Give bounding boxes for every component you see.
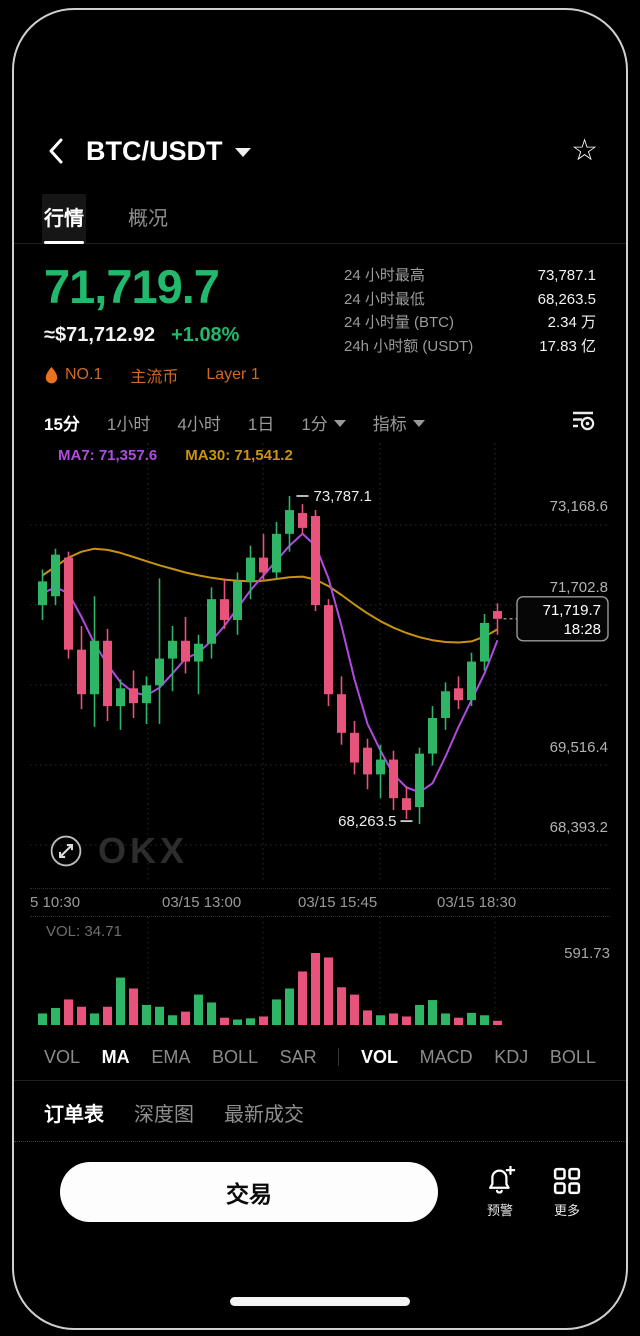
grid-icon (553, 1167, 581, 1194)
trade-button[interactable]: 交易 (60, 1162, 438, 1223)
alert-label: 预警 (486, 1202, 513, 1218)
chart-watermark: OKX (50, 830, 188, 872)
pair-title: BTC/USDT (86, 135, 223, 166)
stat-24h-turnover-usdt: 24h 小时额 (USDT) 17.83 亿 (344, 337, 596, 355)
tab-latest-trades[interactable]: 最新成交 (224, 1103, 304, 1126)
indicator-sar[interactable]: SAR (279, 1046, 317, 1067)
tab-depth-chart[interactable]: 深度图 (134, 1103, 194, 1126)
indicator-boll-sub[interactable]: BOLL (549, 1046, 596, 1067)
ma7-label: MA7: 71,357.6 (58, 447, 158, 465)
price-block: 71,719.7 ≈$71,712.92 +1.08% NO.1 主流币 Lay… (44, 260, 344, 387)
candlestick-canvas[interactable]: 73,787.1 68,263.5 71,719.7 18:28 73,168.6 71,… (30, 443, 610, 884)
indicator-macd[interactable]: MACD (419, 1046, 473, 1067)
app-screen: BTC/USDT ☆ 行情 概况 71,719.7 ≈$71,712.92 +1… (14, 10, 626, 1223)
okx-logo: OKX (98, 830, 189, 872)
indicator-vol-sub[interactable]: VOL (360, 1046, 398, 1067)
price-chart[interactable]: MA7: 71,357.6 MA30: 71,541.2 73,787.1 68,… (30, 443, 610, 888)
x-tick: 03/15 15:45 (298, 894, 378, 912)
x-tick: 5 10:30 (30, 894, 81, 912)
timeframe-bar: 15分 1小时 4小时 1日 1分 指标 (14, 403, 626, 441)
indicator-kdj[interactable]: KDJ (494, 1046, 529, 1067)
orderbook-tab-bar: 订单表 深度图 最新成交 (14, 1083, 626, 1143)
chevron-down-icon (333, 419, 346, 427)
more-label: 更多 (553, 1202, 580, 1218)
tab-order-book[interactable]: 订单表 (44, 1103, 104, 1126)
timeframe-15m[interactable]: 15分 (44, 414, 80, 434)
svg-text:73,787.1: 73,787.1 (314, 488, 372, 505)
back-chevron-icon (49, 138, 63, 164)
top-tab-bar: 行情 概况 (14, 194, 626, 244)
timeframe-1d[interactable]: 1日 (247, 414, 275, 434)
svg-text:68,263.5: 68,263.5 (338, 813, 396, 830)
chevron-down-icon (234, 148, 251, 157)
stat-24h-high: 24 小时最高 73,787.1 (344, 267, 596, 284)
indicator-tab-bar: VOL MA EMA BOLL SAR VOL MACD KDJ BOLL (14, 1034, 626, 1082)
category-badge-layer1[interactable]: Layer 1 (206, 366, 260, 384)
price-section: 71,719.7 ≈$71,712.92 +1.08% NO.1 主流币 Lay… (14, 244, 626, 387)
x-tick: 03/15 13:00 (162, 894, 242, 912)
action-bar: 交易 预警 更多 (14, 1142, 626, 1223)
indicator-ema[interactable]: EMA (151, 1046, 191, 1067)
timeframe-4h[interactable]: 4小时 (177, 414, 221, 434)
x-tick: 03/15 18:30 (437, 894, 517, 912)
alert-button[interactable]: 预警 (484, 1165, 516, 1219)
back-button[interactable] (40, 134, 74, 168)
ma30-label: MA30: 71,541.2 (185, 447, 293, 465)
stat-24h-low: 24 小时最低 68,263.5 (344, 290, 596, 308)
indicator-vol-main[interactable]: VOL (44, 1046, 81, 1067)
volume-current-label: VOL: 34.71 (46, 923, 122, 941)
tab-quotes[interactable]: 行情 (42, 194, 86, 244)
indicator-settings-icon (573, 411, 595, 430)
last-price: 71,719.7 (44, 260, 220, 313)
indicator-divider (338, 1048, 340, 1067)
svg-text:73,168.6: 73,168.6 (550, 498, 608, 515)
fiat-price: ≈$71,712.92 (44, 324, 156, 347)
svg-text:18:28: 18:28 (563, 621, 601, 638)
change-percent: +1.08% (171, 324, 240, 347)
stats-block: 24 小时最高 73,787.1 24 小时最低 68,263.5 24 小时量 (… (344, 260, 596, 387)
header: BTC/USDT ☆ (14, 128, 626, 174)
timeframe-more-dropdown[interactable]: 1分 (301, 410, 346, 435)
flame-icon (45, 366, 58, 383)
expand-fullscreen-button[interactable] (50, 835, 82, 867)
bell-plus-icon (489, 1165, 516, 1194)
x-axis: 5 10:30 03/15 13:00 03/15 15:45 03/15 18… (30, 888, 610, 918)
home-indicator[interactable] (230, 1297, 410, 1306)
svg-text:68,393.2: 68,393.2 (550, 819, 608, 836)
svg-text:71,702.8: 71,702.8 (550, 579, 608, 596)
timeframe-1h[interactable]: 1小时 (106, 414, 151, 434)
chevron-down-icon (412, 419, 425, 427)
more-button[interactable]: 更多 (552, 1166, 582, 1219)
volume-canvas[interactable] (30, 917, 610, 1030)
indicator-boll[interactable]: BOLL (211, 1046, 258, 1067)
volume-max-label: 591.73 (564, 945, 610, 963)
svg-text:69,516.4: 69,516.4 (550, 739, 608, 756)
category-badge-mainstream[interactable]: 主流币 (130, 369, 179, 387)
volume-pane[interactable]: VOL: 34.71 591.73 (30, 917, 610, 1034)
phone-frame: BTC/USDT ☆ 行情 概况 71,719.7 ≈$71,712.92 +1… (12, 8, 628, 1330)
pair-selector[interactable]: BTC/USDT (86, 136, 251, 167)
indicator-dropdown[interactable]: 指标 (373, 410, 425, 435)
svg-text:71,719.7: 71,719.7 (543, 602, 601, 619)
indicator-ma[interactable]: MA (101, 1046, 130, 1067)
ma-labels: MA7: 71,357.6 MA30: 71,541.2 (58, 447, 293, 464)
badge-row: NO.1 主流币 Layer 1 (44, 363, 344, 387)
rank-badge[interactable]: NO.1 (44, 366, 102, 384)
chart-settings-button[interactable] (570, 408, 596, 437)
favorite-button[interactable]: ☆ (571, 134, 598, 167)
stat-24h-volume-btc: 24 小时量 (BTC) 2.34 万 (344, 314, 596, 331)
tab-overview[interactable]: 概况 (128, 208, 168, 230)
